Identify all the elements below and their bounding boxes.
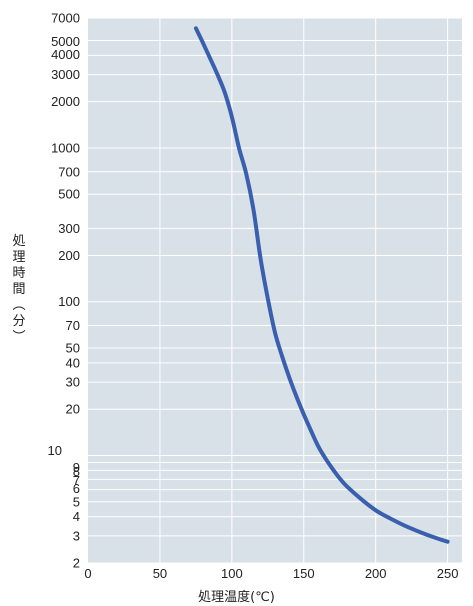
y-axis-label-char: 間 — [12, 282, 26, 297]
x-tick-label: 0 — [84, 566, 91, 581]
y-tick-label: 300 — [58, 221, 80, 236]
y-tick-label: 8 — [73, 464, 80, 479]
y-tick-label: 700 — [58, 164, 80, 179]
y-tick-label: 100 — [58, 294, 80, 309]
y-tick-label: 500 — [58, 187, 80, 202]
y-axis-label-char: 分 — [12, 314, 26, 329]
x-axis-label: 処理温度(℃) — [198, 590, 275, 605]
y-tick-label: 2 — [73, 556, 80, 571]
y-tick-label: 2000 — [51, 94, 80, 109]
y-tick-label: 7000 — [51, 11, 80, 26]
y-tick-label: 4 — [73, 509, 80, 524]
y-axis-label-char: 理 — [12, 250, 26, 265]
y-tick-label: 4000 — [51, 47, 80, 62]
y-axis-label-char: ︵ — [12, 298, 26, 313]
y-tick-label: 1000 — [51, 140, 80, 155]
y-tick-label: 3000 — [51, 67, 80, 82]
y-axis-label-char: 処 — [12, 234, 26, 249]
x-gridlines — [159, 18, 449, 563]
y-axis-label-char: ︶ — [12, 330, 26, 345]
x-tick-labels: 0 50 100 150 200 250 — [84, 566, 458, 581]
y-tick-label: 70 — [66, 318, 80, 333]
y-tick-label: 50 — [66, 341, 80, 356]
y-tick-label: 200 — [58, 248, 80, 263]
x-tick-label: 100 — [221, 566, 243, 581]
series-line — [193, 26, 450, 544]
x-tick-label: 50 — [153, 566, 167, 581]
y-tick-label: 5 — [73, 494, 80, 509]
y-tick-label: 30 — [66, 375, 80, 390]
y-axis-label: 処理時間 ︵ 分 ︶ — [8, 234, 30, 346]
x-tick-label: 150 — [293, 566, 315, 581]
y-tick-label: 40 — [66, 355, 80, 370]
y-tick-label: 7 — [73, 473, 80, 488]
y-tick-label: 3 — [73, 528, 80, 543]
y-tick-label: 20 — [66, 402, 80, 417]
x-tick-label: 200 — [365, 566, 387, 581]
plot-area — [88, 18, 462, 563]
x-tick-label: 250 — [437, 566, 459, 581]
y-tick-label: 10 — [48, 443, 62, 458]
y-tick-label: 6 — [73, 481, 80, 496]
y-tick-label: 9 — [73, 460, 80, 475]
y-tick-label: 5000 — [51, 34, 80, 49]
y-axis-label-char: 時 — [12, 266, 26, 281]
